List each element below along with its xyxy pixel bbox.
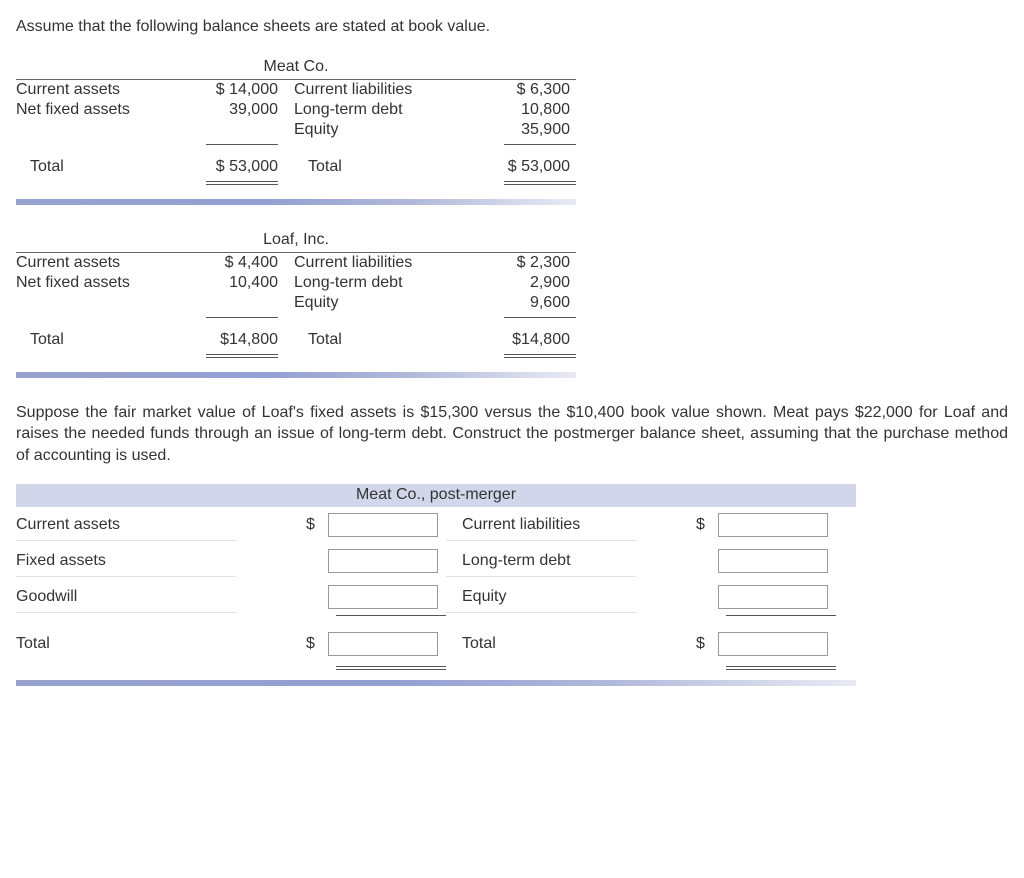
intro-text: Assume that the following balance sheets… bbox=[16, 16, 1008, 38]
equity-input[interactable] bbox=[718, 585, 828, 609]
total-label: Total bbox=[294, 330, 462, 350]
total-liab: $ 53,000 bbox=[462, 157, 576, 177]
subtotal-rule bbox=[504, 317, 576, 318]
total-label: Total bbox=[446, 629, 636, 659]
liab-label: Long-term debt bbox=[294, 100, 462, 120]
dollar-sign: $ bbox=[306, 635, 320, 653]
asset-value: 10,400 bbox=[174, 273, 294, 293]
asset-label: Current assets bbox=[16, 510, 236, 541]
dollar-sign: $ bbox=[696, 635, 710, 653]
total-label: Total bbox=[294, 157, 462, 177]
subtotal-rule bbox=[504, 144, 576, 145]
subtotal-rule bbox=[726, 615, 836, 616]
liab-label: Current liabilities bbox=[294, 253, 462, 273]
double-rule bbox=[726, 666, 836, 670]
double-rule bbox=[336, 666, 446, 670]
balance-sheet-loaf: Loaf, Inc. Current assets $ 4,400 Curren… bbox=[16, 229, 576, 360]
liab-value: $ 2,300 bbox=[462, 253, 576, 273]
dollar-sign: $ bbox=[696, 516, 710, 534]
liab-label: Long-term debt bbox=[446, 546, 636, 577]
divider-bar bbox=[16, 372, 576, 378]
liab-label: Long-term debt bbox=[294, 273, 462, 293]
double-rule bbox=[504, 181, 576, 185]
long-term-debt-input[interactable] bbox=[718, 549, 828, 573]
asset-label: Goodwill bbox=[16, 582, 236, 613]
total-liab: $14,800 bbox=[462, 330, 576, 350]
liab-label: Equity bbox=[294, 293, 462, 313]
asset-value: 39,000 bbox=[174, 100, 294, 120]
double-rule bbox=[206, 181, 278, 185]
asset-label: Fixed assets bbox=[16, 546, 236, 577]
question-paragraph: Suppose the fair market value of Loaf's … bbox=[16, 402, 1008, 467]
liab-value: 35,900 bbox=[462, 120, 576, 140]
asset-value: $ 4,400 bbox=[174, 253, 294, 273]
double-rule bbox=[504, 354, 576, 358]
liab-value: 10,800 bbox=[462, 100, 576, 120]
fixed-assets-input[interactable] bbox=[328, 549, 438, 573]
total-label: Total bbox=[16, 157, 174, 177]
asset-value: $ 14,000 bbox=[174, 80, 294, 100]
total-label: Total bbox=[16, 330, 174, 350]
balance-sheet-postmerger: Meat Co., post-merger Current assets $ C… bbox=[16, 484, 856, 670]
total-label: Total bbox=[16, 629, 236, 659]
asset-label: Current assets bbox=[16, 253, 174, 273]
subtotal-rule bbox=[336, 615, 446, 616]
total-assets-input[interactable] bbox=[328, 632, 438, 656]
subtotal-rule bbox=[206, 317, 278, 318]
asset-label: Net fixed assets bbox=[16, 100, 174, 120]
total-liab-input[interactable] bbox=[718, 632, 828, 656]
asset-label: Current assets bbox=[16, 80, 174, 100]
balance-sheet-meat: Meat Co. Current assets $ 14,000 Current… bbox=[16, 56, 576, 187]
dollar-sign: $ bbox=[306, 516, 320, 534]
liab-label: Current liabilities bbox=[446, 510, 636, 541]
liab-label: Equity bbox=[294, 120, 462, 140]
goodwill-input[interactable] bbox=[328, 585, 438, 609]
liab-label: Current liabilities bbox=[294, 80, 462, 100]
liab-value: 9,600 bbox=[462, 293, 576, 313]
liab-label: Equity bbox=[446, 582, 636, 613]
asset-label: Net fixed assets bbox=[16, 273, 174, 293]
current-liabilities-input[interactable] bbox=[718, 513, 828, 537]
current-assets-input[interactable] bbox=[328, 513, 438, 537]
subtotal-rule bbox=[206, 144, 278, 145]
divider-bar bbox=[16, 680, 856, 686]
liab-value: $ 6,300 bbox=[462, 80, 576, 100]
double-rule bbox=[206, 354, 278, 358]
liab-value: 2,900 bbox=[462, 273, 576, 293]
sheet-title: Meat Co., post-merger bbox=[16, 484, 856, 507]
divider-bar bbox=[16, 199, 576, 205]
total-assets: $14,800 bbox=[174, 330, 294, 350]
total-assets: $ 53,000 bbox=[174, 157, 294, 177]
sheet-title: Meat Co. bbox=[16, 56, 576, 80]
sheet-title: Loaf, Inc. bbox=[16, 229, 576, 253]
